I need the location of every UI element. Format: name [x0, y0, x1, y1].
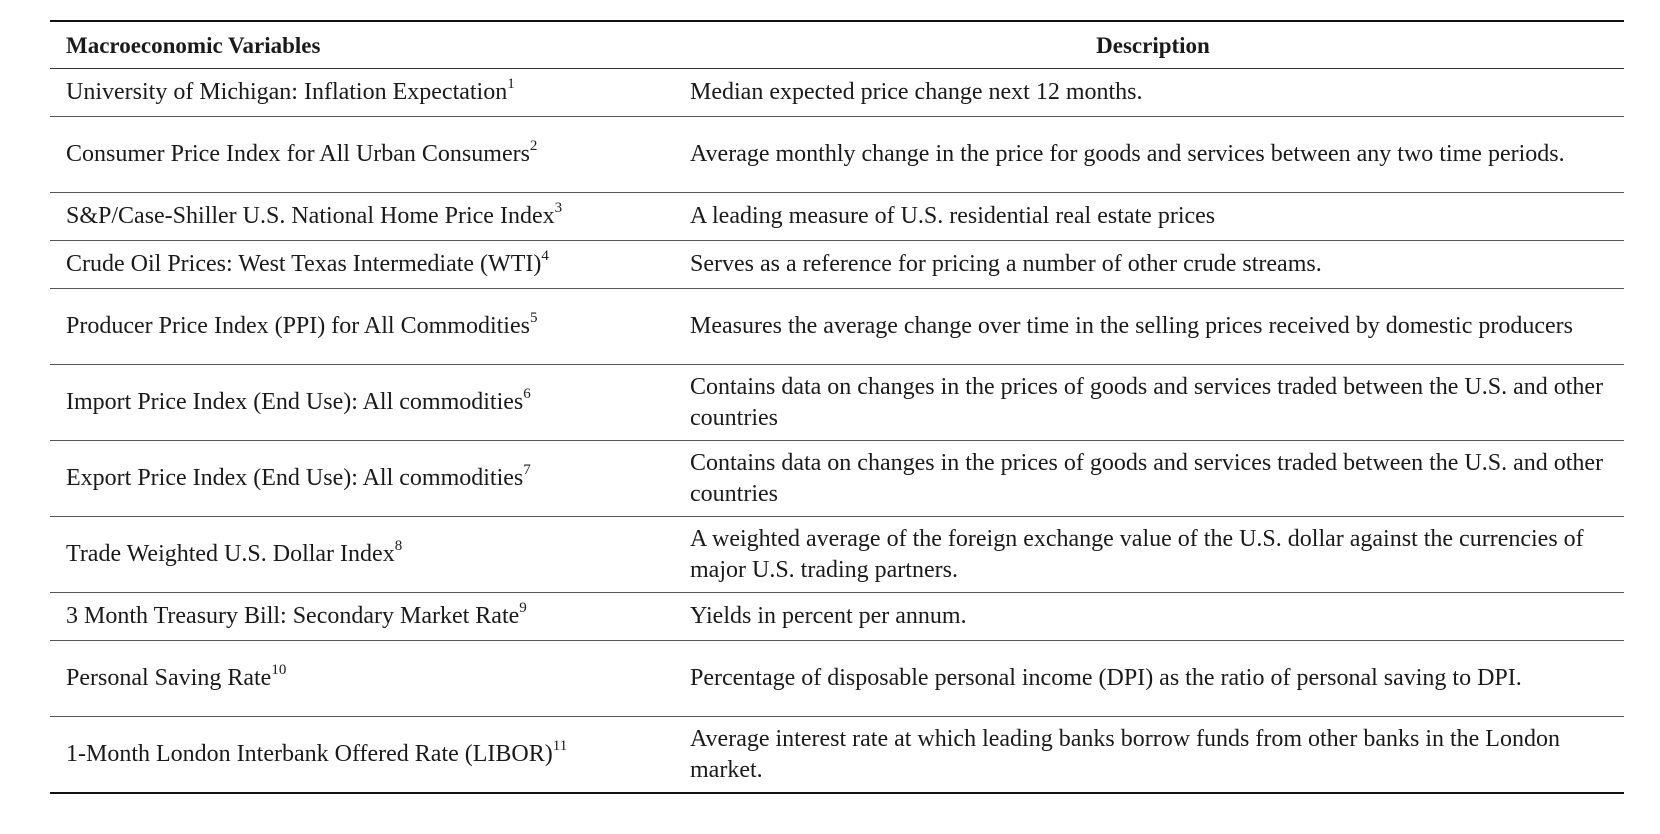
footnote-marker: 5	[529, 310, 538, 326]
variable-cell: S&P/Case-Shiller U.S. National Home Pric…	[50, 193, 674, 241]
description-cell: A weighted average of the foreign exchan…	[690, 525, 1584, 583]
variable-name: Crude Oil Prices: West Texas Intermediat…	[66, 251, 542, 277]
macro-variables-table-container: Macroeconomic Variables Description Univ…	[50, 20, 1624, 794]
description-cell: Contains data on changes in the prices o…	[690, 449, 1604, 507]
variable-cell: Trade Weighted U.S. Dollar Index8	[50, 517, 674, 593]
description-cell: Percentage of disposable personal income…	[690, 665, 1522, 691]
header-row: Macroeconomic Variables Description	[50, 21, 1624, 69]
footnote-marker: 6	[523, 386, 531, 402]
footnote-marker: 11	[552, 738, 568, 754]
table-row: Personal Saving Rate10 Percentage of dis…	[50, 641, 1624, 717]
table-row: University of Michigan: Inflation Expect…	[50, 69, 1624, 117]
macro-variables-table: Macroeconomic Variables Description Univ…	[50, 20, 1624, 794]
footnote-marker: 7	[523, 462, 531, 478]
variable-name: Producer Price Index (PPI) for All Commo…	[66, 313, 530, 339]
table-row: Import Price Index (End Use): All commod…	[50, 365, 1624, 441]
variable-cell: Personal Saving Rate10	[50, 641, 674, 717]
header-variables: Macroeconomic Variables	[66, 32, 321, 58]
description-cell: A leading measure of U.S. residential re…	[690, 203, 1216, 229]
table-row: Producer Price Index (PPI) for All Commo…	[50, 289, 1624, 365]
variable-cell: 3 Month Treasury Bill: Secondary Market …	[50, 593, 674, 641]
table-row: Crude Oil Prices: West Texas Intermediat…	[50, 241, 1624, 289]
variable-cell: Producer Price Index (PPI) for All Commo…	[50, 289, 674, 365]
footnote-marker: 1	[507, 76, 515, 92]
variable-name: 1-Month London Interbank Offered Rate (L…	[66, 741, 553, 767]
footnote-marker: 10	[271, 662, 287, 678]
footnote-marker: 3	[554, 200, 563, 216]
variable-name: Export Price Index (End Use): All commod…	[66, 465, 524, 491]
description-cell: Contains data on changes in the prices o…	[690, 373, 1604, 431]
variable-name: University of Michigan: Inflation Expect…	[66, 79, 508, 105]
description-cell: Average monthly change in the price for …	[690, 141, 1565, 167]
variable-cell: Import Price Index (End Use): All commod…	[50, 365, 674, 441]
table-body: University of Michigan: Inflation Expect…	[50, 69, 1624, 794]
variable-name: 3 Month Treasury Bill: Secondary Market …	[66, 603, 520, 629]
variable-name: Trade Weighted U.S. Dollar Index	[66, 541, 395, 567]
variable-name: Consumer Price Index for All Urban Consu…	[66, 141, 530, 167]
description-cell: Median expected price change next 12 mon…	[690, 79, 1143, 105]
footnote-marker: 9	[519, 600, 527, 616]
variable-cell: Export Price Index (End Use): All commod…	[50, 441, 674, 517]
footnote-marker: 4	[541, 248, 549, 264]
variable-name: Personal Saving Rate	[66, 665, 272, 691]
description-cell: Measures the average change over time in…	[690, 313, 1573, 339]
header-description: Description	[1096, 32, 1210, 58]
variable-name: S&P/Case-Shiller U.S. National Home Pric…	[66, 203, 555, 229]
description-cell: Yields in percent per annum.	[690, 603, 967, 629]
variable-cell: Crude Oil Prices: West Texas Intermediat…	[50, 241, 674, 289]
footnote-marker: 8	[394, 538, 403, 554]
table-header: Macroeconomic Variables Description	[50, 21, 1624, 69]
table-row: 1-Month London Interbank Offered Rate (L…	[50, 717, 1624, 794]
variable-cell: Consumer Price Index for All Urban Consu…	[50, 117, 674, 193]
description-cell: Serves as a reference for pricing a numb…	[690, 251, 1322, 277]
footnote-marker: 2	[529, 138, 538, 154]
variable-cell: University of Michigan: Inflation Expect…	[50, 69, 674, 117]
table-row: 3 Month Treasury Bill: Secondary Market …	[50, 593, 1624, 641]
table-row: Export Price Index (End Use): All commod…	[50, 441, 1624, 517]
description-cell: Average interest rate at which leading b…	[690, 725, 1560, 783]
table-row: S&P/Case-Shiller U.S. National Home Pric…	[50, 193, 1624, 241]
variable-cell: 1-Month London Interbank Offered Rate (L…	[50, 717, 674, 794]
table-row: Trade Weighted U.S. Dollar Index8 A weig…	[50, 517, 1624, 593]
table-row: Consumer Price Index for All Urban Consu…	[50, 117, 1624, 193]
variable-name: Import Price Index (End Use): All commod…	[66, 389, 524, 415]
